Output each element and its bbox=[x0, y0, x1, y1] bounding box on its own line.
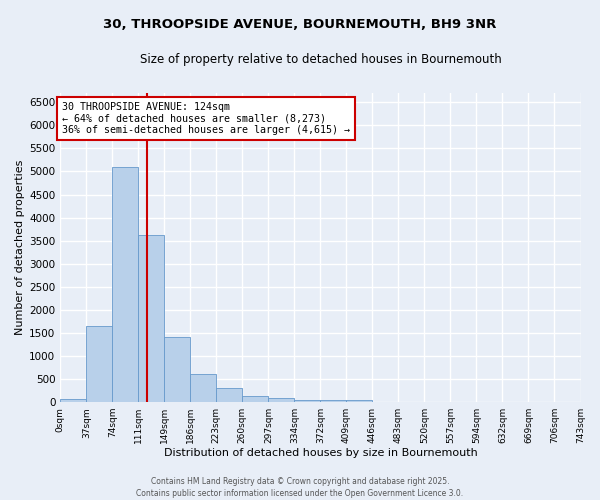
Bar bbox=[346, 400, 373, 402]
Bar bbox=[60, 400, 86, 402]
Bar bbox=[320, 400, 346, 402]
Bar bbox=[139, 235, 164, 402]
Bar bbox=[86, 326, 112, 402]
Bar bbox=[268, 398, 295, 402]
Bar bbox=[112, 167, 139, 402]
Bar bbox=[164, 336, 190, 402]
Bar bbox=[217, 388, 242, 402]
Text: 30, THROOPSIDE AVENUE, BOURNEMOUTH, BH9 3NR: 30, THROOPSIDE AVENUE, BOURNEMOUTH, BH9 … bbox=[103, 18, 497, 30]
Text: Contains HM Land Registry data © Crown copyright and database right 2025.
Contai: Contains HM Land Registry data © Crown c… bbox=[136, 476, 464, 498]
Bar bbox=[190, 374, 217, 402]
Title: Size of property relative to detached houses in Bournemouth: Size of property relative to detached ho… bbox=[140, 52, 501, 66]
Y-axis label: Number of detached properties: Number of detached properties bbox=[15, 160, 25, 336]
X-axis label: Distribution of detached houses by size in Bournemouth: Distribution of detached houses by size … bbox=[164, 448, 477, 458]
Text: 30 THROOPSIDE AVENUE: 124sqm
← 64% of detached houses are smaller (8,273)
36% of: 30 THROOPSIDE AVENUE: 124sqm ← 64% of de… bbox=[62, 102, 350, 136]
Bar bbox=[242, 396, 268, 402]
Bar bbox=[295, 400, 320, 402]
